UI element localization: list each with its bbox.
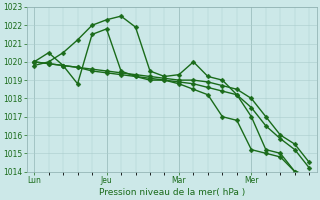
X-axis label: Pression niveau de la mer( hPa ): Pression niveau de la mer( hPa ) (99, 188, 245, 197)
